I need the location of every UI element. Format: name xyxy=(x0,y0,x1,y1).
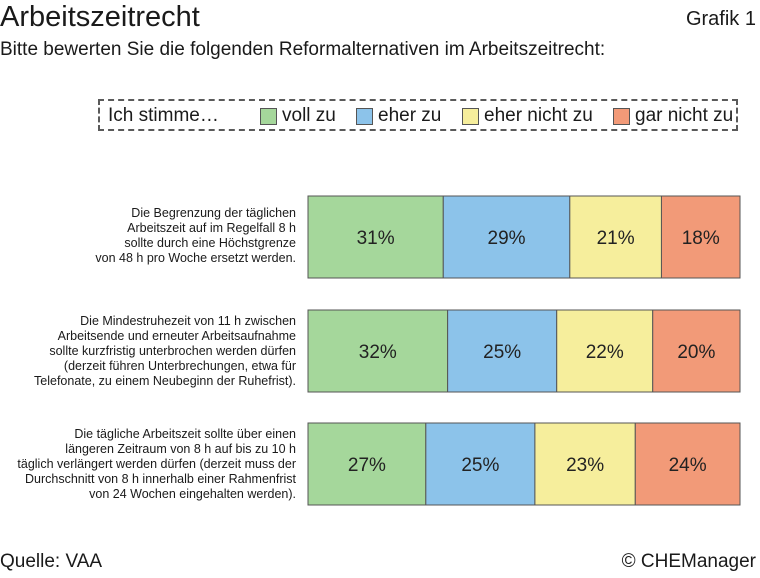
legend-lead: Ich stimme… xyxy=(108,105,219,126)
bar-segment-3-eher-zu xyxy=(425,422,536,506)
row-label-line: Arbeitszeit auf im Regelfall 8 h xyxy=(127,221,296,235)
data-label-3-eher-zu: 25% xyxy=(461,455,499,476)
data-label-2-eher-zu: 25% xyxy=(483,342,521,363)
data-label-1-gar-nicht-zu: 18% xyxy=(682,228,720,249)
legend-entry-eher-nicht-zu: eher nicht zu xyxy=(462,105,593,127)
bar-segment-2-eher-zu xyxy=(447,309,558,393)
data-label-3-voll-zu: 27% xyxy=(348,455,386,476)
data-label-1-voll-zu: 31% xyxy=(357,228,395,249)
source-note: Quelle: VAA xyxy=(0,551,103,572)
legend-entry-gar-nicht-zu: gar nicht zu xyxy=(613,105,733,127)
copyright: © CHEManager xyxy=(621,551,756,572)
data-label-2-eher-nicht-zu: 22% xyxy=(586,342,624,363)
row-label-2: Die Mindestruhezeit von 11 h zwischen Ar… xyxy=(0,314,296,389)
row-label-line: Telefonate, zu einem Neubeginn der Ruhef… xyxy=(34,374,296,388)
row-label-3: Die tägliche Arbeitszeit sollte über ein… xyxy=(0,427,296,502)
row-label-line: täglich verlängert werden dürfen (derzei… xyxy=(17,457,296,471)
legend-entry-eher-zu: eher zu xyxy=(356,105,441,127)
row-label-line: von 24 Wochen eingehalten werden). xyxy=(89,487,296,501)
bar-segment-1-voll-zu xyxy=(307,195,444,279)
row-label-line: Die tägliche Arbeitszeit sollte über ein… xyxy=(74,427,296,441)
row-label-1: Die Begrenzung der täglichen Arbeitszeit… xyxy=(0,206,296,266)
chart-title: Arbeitszeitrecht xyxy=(0,1,200,33)
row-label-line: sollte durch eine Höchstgrenze xyxy=(124,236,296,250)
bar-segment-1-eher-zu xyxy=(442,195,571,279)
legend-entry-voll-zu: voll zu xyxy=(260,105,336,127)
data-label-3-gar-nicht-zu: 24% xyxy=(669,455,707,476)
legend-label: gar nicht zu xyxy=(635,105,734,126)
legend-label: eher nicht zu xyxy=(484,105,593,126)
bar-segment-1-eher-nicht-zu xyxy=(569,195,662,279)
legend: Ich stimme… voll zu eher zu eher nicht z… xyxy=(98,99,738,131)
legend-label: eher zu xyxy=(378,105,442,126)
row-label-line: von 48 h pro Woche ersetzt werden. xyxy=(95,251,296,265)
row-label-line: Durchschnitt von 8 h innerhalb einer Rah… xyxy=(25,472,296,486)
row-label-line: sollte kurzfristig unterbrochen werden d… xyxy=(49,344,296,358)
bar-segment-2-gar-nicht-zu xyxy=(652,309,741,393)
bar-segment-2-eher-nicht-zu xyxy=(556,309,654,393)
legend-swatch xyxy=(462,107,479,125)
row-label-line: Die Mindestruhezeit von 11 h zwischen xyxy=(80,314,296,328)
data-label-1-eher-nicht-zu: 21% xyxy=(597,228,635,249)
legend-label: voll zu xyxy=(282,105,336,126)
bar-segment-1-gar-nicht-zu xyxy=(660,195,741,279)
row-label-line: (derzeit führen Unterbrechungen, etwa fü… xyxy=(63,359,296,373)
bar-segment-3-voll-zu xyxy=(307,422,427,506)
chart-subtitle: Bitte bewerten Sie die folgenden Reforma… xyxy=(0,39,606,60)
legend-swatch xyxy=(356,107,373,125)
legend-swatch xyxy=(260,107,277,125)
figure-label: Grafik 1 xyxy=(685,8,756,30)
data-label-2-voll-zu: 32% xyxy=(359,342,397,363)
row-label-line: längeren Zeitraum von 8 h auf bis zu 10 … xyxy=(65,442,296,456)
data-label-2-gar-nicht-zu: 20% xyxy=(677,342,715,363)
data-label-1-eher-zu: 29% xyxy=(488,228,526,249)
bar-segment-2-voll-zu xyxy=(307,309,449,393)
data-label-3-eher-nicht-zu: 23% xyxy=(566,455,604,476)
bar-segment-3-eher-nicht-zu xyxy=(534,422,636,506)
row-label-line: Arbeitsende und erneuter Arbeitsaufnahme xyxy=(57,329,296,343)
row-label-line: Die Begrenzung der täglichen xyxy=(131,206,296,220)
legend-swatch xyxy=(613,107,630,125)
bar-segment-3-gar-nicht-zu xyxy=(634,422,741,506)
